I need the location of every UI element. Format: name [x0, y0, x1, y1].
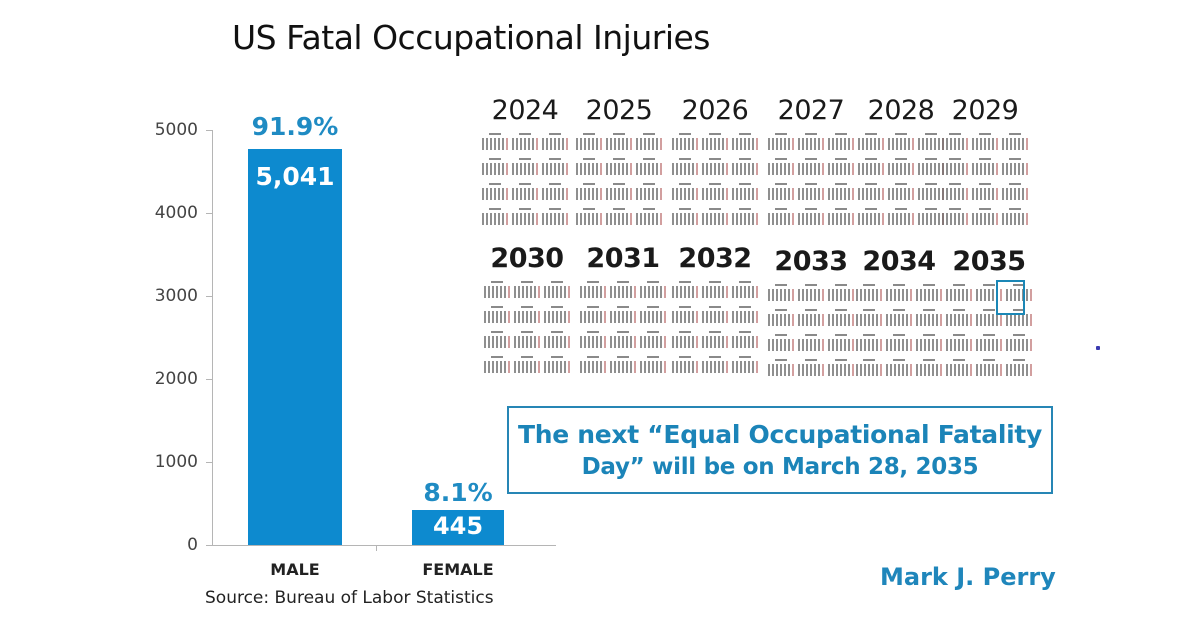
male-value-label: 5,041: [255, 162, 335, 191]
y-tick-label: 1000: [154, 452, 198, 472]
march-2035-highlight: [996, 280, 1025, 315]
category-label-female: FEMALE: [422, 560, 494, 579]
male-bar: [248, 149, 342, 545]
calendar-2027: 2027: [768, 95, 854, 226]
calendar-months: [672, 281, 758, 374]
calendar-year: 2025: [585, 95, 653, 126]
stray-dot: [1096, 346, 1100, 350]
y-tick-label: 0: [187, 535, 198, 555]
calendar-months: [942, 133, 1028, 226]
y-tick: [206, 130, 213, 131]
calendar-2032: 2032: [672, 243, 758, 374]
calendar-months: [856, 284, 942, 377]
female-value-label: 445: [432, 512, 484, 540]
calendar-year: 2033: [774, 246, 848, 277]
calendar-year: 2031: [586, 243, 660, 274]
y-tick-label: 5000: [154, 120, 198, 140]
calendar-months: [482, 133, 568, 226]
calendar-2033: 2033: [768, 246, 854, 377]
calendar-months: [946, 284, 1032, 377]
y-tick-label: 3000: [154, 286, 198, 306]
callout-box: The next “Equal Occupational Fatality Da…: [507, 406, 1053, 494]
y-tick: [206, 296, 213, 297]
author-credit: Mark J. Perry: [880, 563, 1056, 591]
calendar-2026: 2026: [672, 95, 758, 226]
y-tick-label: 2000: [154, 369, 198, 389]
calendar-year: 2032: [678, 243, 752, 274]
male-percent-label: 91.9%: [251, 112, 339, 141]
calendar-year: 2027: [777, 95, 845, 126]
female-bar: [412, 510, 504, 545]
x-axis: [206, 545, 556, 546]
calendar-2028: 2028: [858, 95, 944, 226]
calendar-year: 2030: [490, 243, 564, 274]
y-tick-label: 4000: [154, 203, 198, 223]
calendar-2030: 2030: [484, 243, 570, 374]
calendar-year: 2029: [951, 95, 1019, 126]
y-tick: [206, 462, 213, 463]
y-tick: [206, 213, 213, 214]
calendar-months: [580, 281, 666, 374]
calendar-2024: 2024: [482, 95, 568, 226]
calendar-year: 2026: [681, 95, 749, 126]
calendar-months: [858, 133, 944, 226]
calendar-2025: 2025: [576, 95, 662, 226]
calendar-months: [672, 133, 758, 226]
calendar-months: [768, 284, 854, 377]
calendar-year: 2034: [862, 246, 936, 277]
callout-line-2: Day” will be on March 28, 2035: [581, 454, 979, 480]
calendar-months: [768, 133, 854, 226]
category-label-male: MALE: [270, 560, 320, 579]
calendar-2034: 2034: [856, 246, 942, 377]
female-percent-label: 8.1%: [423, 478, 493, 507]
callout-line-1: The next “Equal Occupational Fatality: [517, 420, 1043, 449]
calendar-months: [484, 281, 570, 374]
calendar-year: 2028: [867, 95, 935, 126]
y-tick: [206, 379, 213, 380]
calendar-year: 2035: [952, 246, 1026, 277]
calendar-2031: 2031: [580, 243, 666, 374]
x-tick: [376, 545, 377, 551]
calendar-months: [576, 133, 662, 226]
y-axis: [212, 130, 213, 546]
calendar-year: 2024: [491, 95, 559, 126]
calendar-2035: 2035: [946, 246, 1032, 377]
chart-title: US Fatal Occupational Injuries: [232, 18, 711, 57]
calendar-2029: 2029: [942, 95, 1028, 226]
source-note: Source: Bureau of Labor Statistics: [205, 588, 494, 608]
